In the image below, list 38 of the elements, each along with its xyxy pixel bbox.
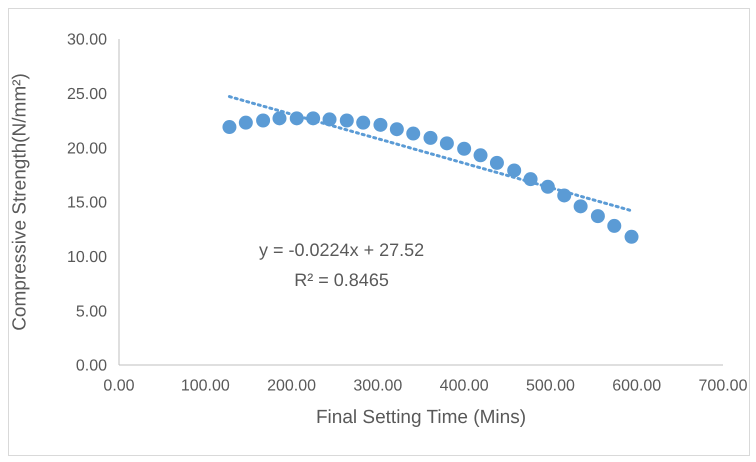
y-tick-label: 10.00 [66,249,108,266]
point [423,130,438,145]
y-tick-label: 15.00 [66,194,108,212]
point [222,120,236,134]
point [490,156,504,170]
point [440,136,454,150]
point [624,230,639,244]
y-axis-title: Compressive Strength(N/mm²) [10,73,31,331]
point [607,218,622,233]
y-tick-label: 20.00 [66,140,108,158]
point [507,163,522,178]
point [272,111,286,126]
x-tick-label: 700.00 [698,377,748,394]
y-tick-label: 25.00 [66,86,108,104]
point [390,122,404,136]
point [238,116,253,130]
x-tick-label: 400.00 [440,377,489,394]
annotation: R² = 0.8465 [293,269,390,292]
point [474,148,488,162]
x-tick-label: 0.00 [103,377,135,394]
point [590,209,605,224]
x-tick-label: 500.00 [526,377,575,394]
point [373,118,388,132]
x-tick-label: 300.00 [353,377,402,394]
x-tick-label: 100.00 [180,377,230,394]
x-tick-label: 200.00 [267,377,316,394]
point [340,114,354,128]
y-tick-label: 0.00 [76,358,108,375]
point [457,142,472,156]
x-tick-label: 600.00 [612,377,662,394]
point [574,199,588,214]
y-tick-label: 30.00 [66,32,108,49]
y-tick-label: 5.00 [76,303,108,320]
annotation: y = -0.0224x + 27.52 [259,239,424,262]
x-axis-title: Final Setting Time (Mins) [316,407,526,428]
point [406,126,420,141]
point [356,116,370,130]
point [256,114,270,128]
